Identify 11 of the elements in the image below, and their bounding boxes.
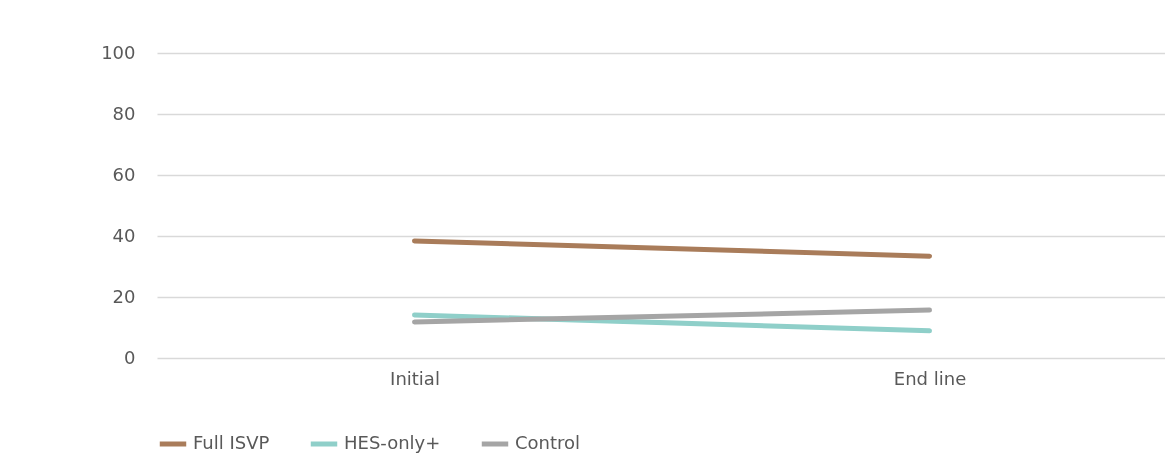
legend-label: HES-only+ xyxy=(344,432,441,453)
y-tick-label: 0 xyxy=(124,346,136,368)
y-tick-label: 80 xyxy=(112,102,136,124)
y-tick-label: 100 xyxy=(101,41,136,63)
x-tick-label: End line xyxy=(893,367,967,389)
y-tick-label: 40 xyxy=(112,224,136,246)
legend-label: Control xyxy=(515,432,581,453)
y-tick-label: 20 xyxy=(112,285,136,307)
legend-label: Full ISVP xyxy=(193,432,270,453)
x-tick-label: Initial xyxy=(390,367,440,389)
y-tick-label: 60 xyxy=(112,163,136,185)
